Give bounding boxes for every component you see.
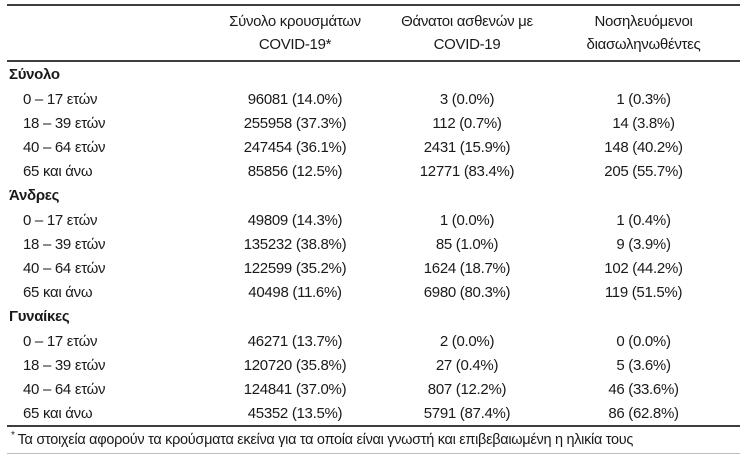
table-row: 40 – 64 ετών 122599 (35.2%) 1624 (18.7%)… (7, 256, 740, 280)
footnote-asterisk: * (11, 430, 15, 441)
intubated-value: 46 (33.6%) (608, 380, 679, 398)
age-group-label: 0 – 17 ετών (23, 211, 98, 229)
table-row: 65 και άνω 85856 (12.5%) 12771 (83.4%) 2… (7, 159, 740, 183)
covid-age-statistics-table: Σύνολο κρουσμάτων COVID-19* Θάνατοι ασθε… (7, 4, 740, 425)
table-row: 0 – 17 ετών 46271 (13.7%) 2 (0.0%) 0 (0.… (7, 329, 740, 353)
intubated-value: 148 (40.2%) (604, 138, 683, 156)
intubated-value: 5 (3.6%) (616, 356, 671, 374)
deaths-value: 3 (0.0%) (439, 90, 495, 108)
section-label: Σύνολο (9, 66, 60, 83)
table-row: 18 – 39 ετών 135232 (38.8%) 85 (1.0%) 9 … (7, 232, 740, 256)
age-group-label: 65 και άνω (23, 283, 93, 301)
cases-value: 40498 (11.6%) (248, 283, 342, 301)
table-row: 0 – 17 ετών 96081 (14.0%) 3 (0.0%) 1 (0.… (7, 87, 740, 111)
deaths-value: 5791 (87.4%) (423, 404, 511, 422)
table-row: 18 – 39 ετών 255958 (37.3%) 112 (0.7%) 1… (7, 111, 740, 135)
header-intubated-line2: διασωληνωθέντες (586, 36, 701, 53)
deaths-value: 1624 (18.7%) (423, 259, 511, 277)
cases-value: 46271 (13.7%) (247, 332, 343, 350)
header-deaths: Θάνατοι ασθενών με COVID-19 (387, 5, 547, 62)
header-intubated-line1: Νοσηλευόμενοι (594, 13, 693, 30)
deaths-value: 112 (0.7%) (432, 114, 502, 132)
age-group-label: 40 – 64 ετών (23, 259, 106, 277)
cases-value: 85856 (12.5%) (247, 162, 343, 180)
age-group-label: 40 – 64 ετών (23, 138, 106, 156)
cases-value: 124841 (37.0%) (243, 380, 347, 398)
deaths-value: 27 (0.4%) (435, 356, 499, 374)
deaths-value: 12771 (83.4%) (419, 162, 515, 180)
age-group-label: 65 και άνω (23, 162, 93, 180)
table-row: 65 και άνω 40498 (11.6%) 6980 (80.3%) 11… (7, 280, 740, 304)
age-group-label: 65 και άνω (23, 404, 93, 422)
section-total: Σύνολο (7, 61, 740, 87)
table-body: Σύνολο 0 – 17 ετών 96081 (14.0%) 3 (0.0%… (7, 61, 740, 425)
cases-value: 120720 (35.8%) (243, 356, 347, 374)
header-empty-cell (7, 5, 203, 62)
age-group-label: 40 – 64 ετών (23, 380, 106, 398)
header-deaths-line1: Θάνατοι ασθενών με (401, 13, 533, 30)
age-group-label: 18 – 39 ετών (23, 114, 106, 132)
section-label: Γυναίκες (9, 308, 70, 325)
cases-value: 255958 (37.3%) (243, 114, 347, 132)
deaths-value: 6980 (80.3%) (423, 283, 511, 301)
deaths-value: 2431 (15.9%) (423, 138, 511, 156)
cases-value: 135232 (38.8%) (243, 235, 347, 253)
table-row: 40 – 64 ετών 247454 (36.1%) 2431 (15.9%)… (7, 135, 740, 159)
cases-value: 122599 (35.2%) (243, 259, 347, 277)
cases-value: 45352 (13.5%) (247, 404, 343, 422)
table-row: 65 και άνω 45352 (13.5%) 5791 (87.4%) 86… (7, 401, 740, 425)
footnote-text: Τα στοιχεία αφορούν τα κρούσματα εκείνα … (17, 431, 634, 448)
table-footnote: * Τα στοιχεία αφορούν τα κρούσματα εκείνα… (7, 425, 740, 454)
header-total-cases-line2: COVID-19* (258, 36, 332, 53)
section-women: Γυναίκες (7, 304, 740, 329)
intubated-value: 119 (51.5%) (604, 283, 683, 301)
age-group-label: 18 – 39 ετών (23, 356, 106, 374)
deaths-value: 807 (12.2%) (427, 380, 507, 398)
intubated-value: 205 (55.7%) (604, 162, 683, 180)
header-total-cases-line1: Σύνολο κρουσμάτων (229, 13, 361, 30)
deaths-value: 2 (0.0%) (439, 332, 495, 350)
intubated-value: 14 (3.8%) (612, 114, 675, 132)
cases-value: 96081 (14.0%) (247, 90, 343, 108)
cases-value: 247454 (36.1%) (243, 138, 347, 156)
age-group-label: 18 – 39 ετών (23, 235, 106, 253)
intubated-value: 1 (0.3%) (616, 90, 671, 108)
table-header: Σύνολο κρουσμάτων COVID-19* Θάνατοι ασθε… (7, 5, 740, 62)
deaths-value: 85 (1.0%) (435, 235, 499, 253)
table-row: 18 – 39 ετών 120720 (35.8%) 27 (0.4%) 5 … (7, 353, 740, 377)
section-men: Άνδρες (7, 183, 740, 208)
header-total-cases: Σύνολο κρουσμάτων COVID-19* (203, 5, 387, 62)
cases-value: 49809 (14.3%) (247, 211, 343, 229)
table-row: 40 – 64 ετών 124841 (37.0%) 807 (12.2%) … (7, 377, 740, 401)
intubated-value: 1 (0.4%) (616, 211, 671, 229)
table-row: 0 – 17 ετών 49809 (14.3%) 1 (0.0%) 1 (0.… (7, 208, 740, 232)
intubated-value: 9 (3.9%) (616, 235, 671, 253)
age-group-label: 0 – 17 ετών (23, 332, 98, 350)
header-deaths-line2: COVID-19 (433, 36, 501, 53)
age-group-label: 0 – 17 ετών (23, 90, 98, 108)
intubated-value: 86 (62.8%) (608, 404, 679, 422)
deaths-value: 1 (0.0%) (439, 211, 495, 229)
intubated-value: 0 (0.0%) (616, 332, 671, 350)
header-intubated: Νοσηλευόμενοι διασωληνωθέντες (547, 5, 740, 62)
intubated-value: 102 (44.2%) (604, 259, 683, 277)
section-label: Άνδρες (9, 187, 60, 204)
